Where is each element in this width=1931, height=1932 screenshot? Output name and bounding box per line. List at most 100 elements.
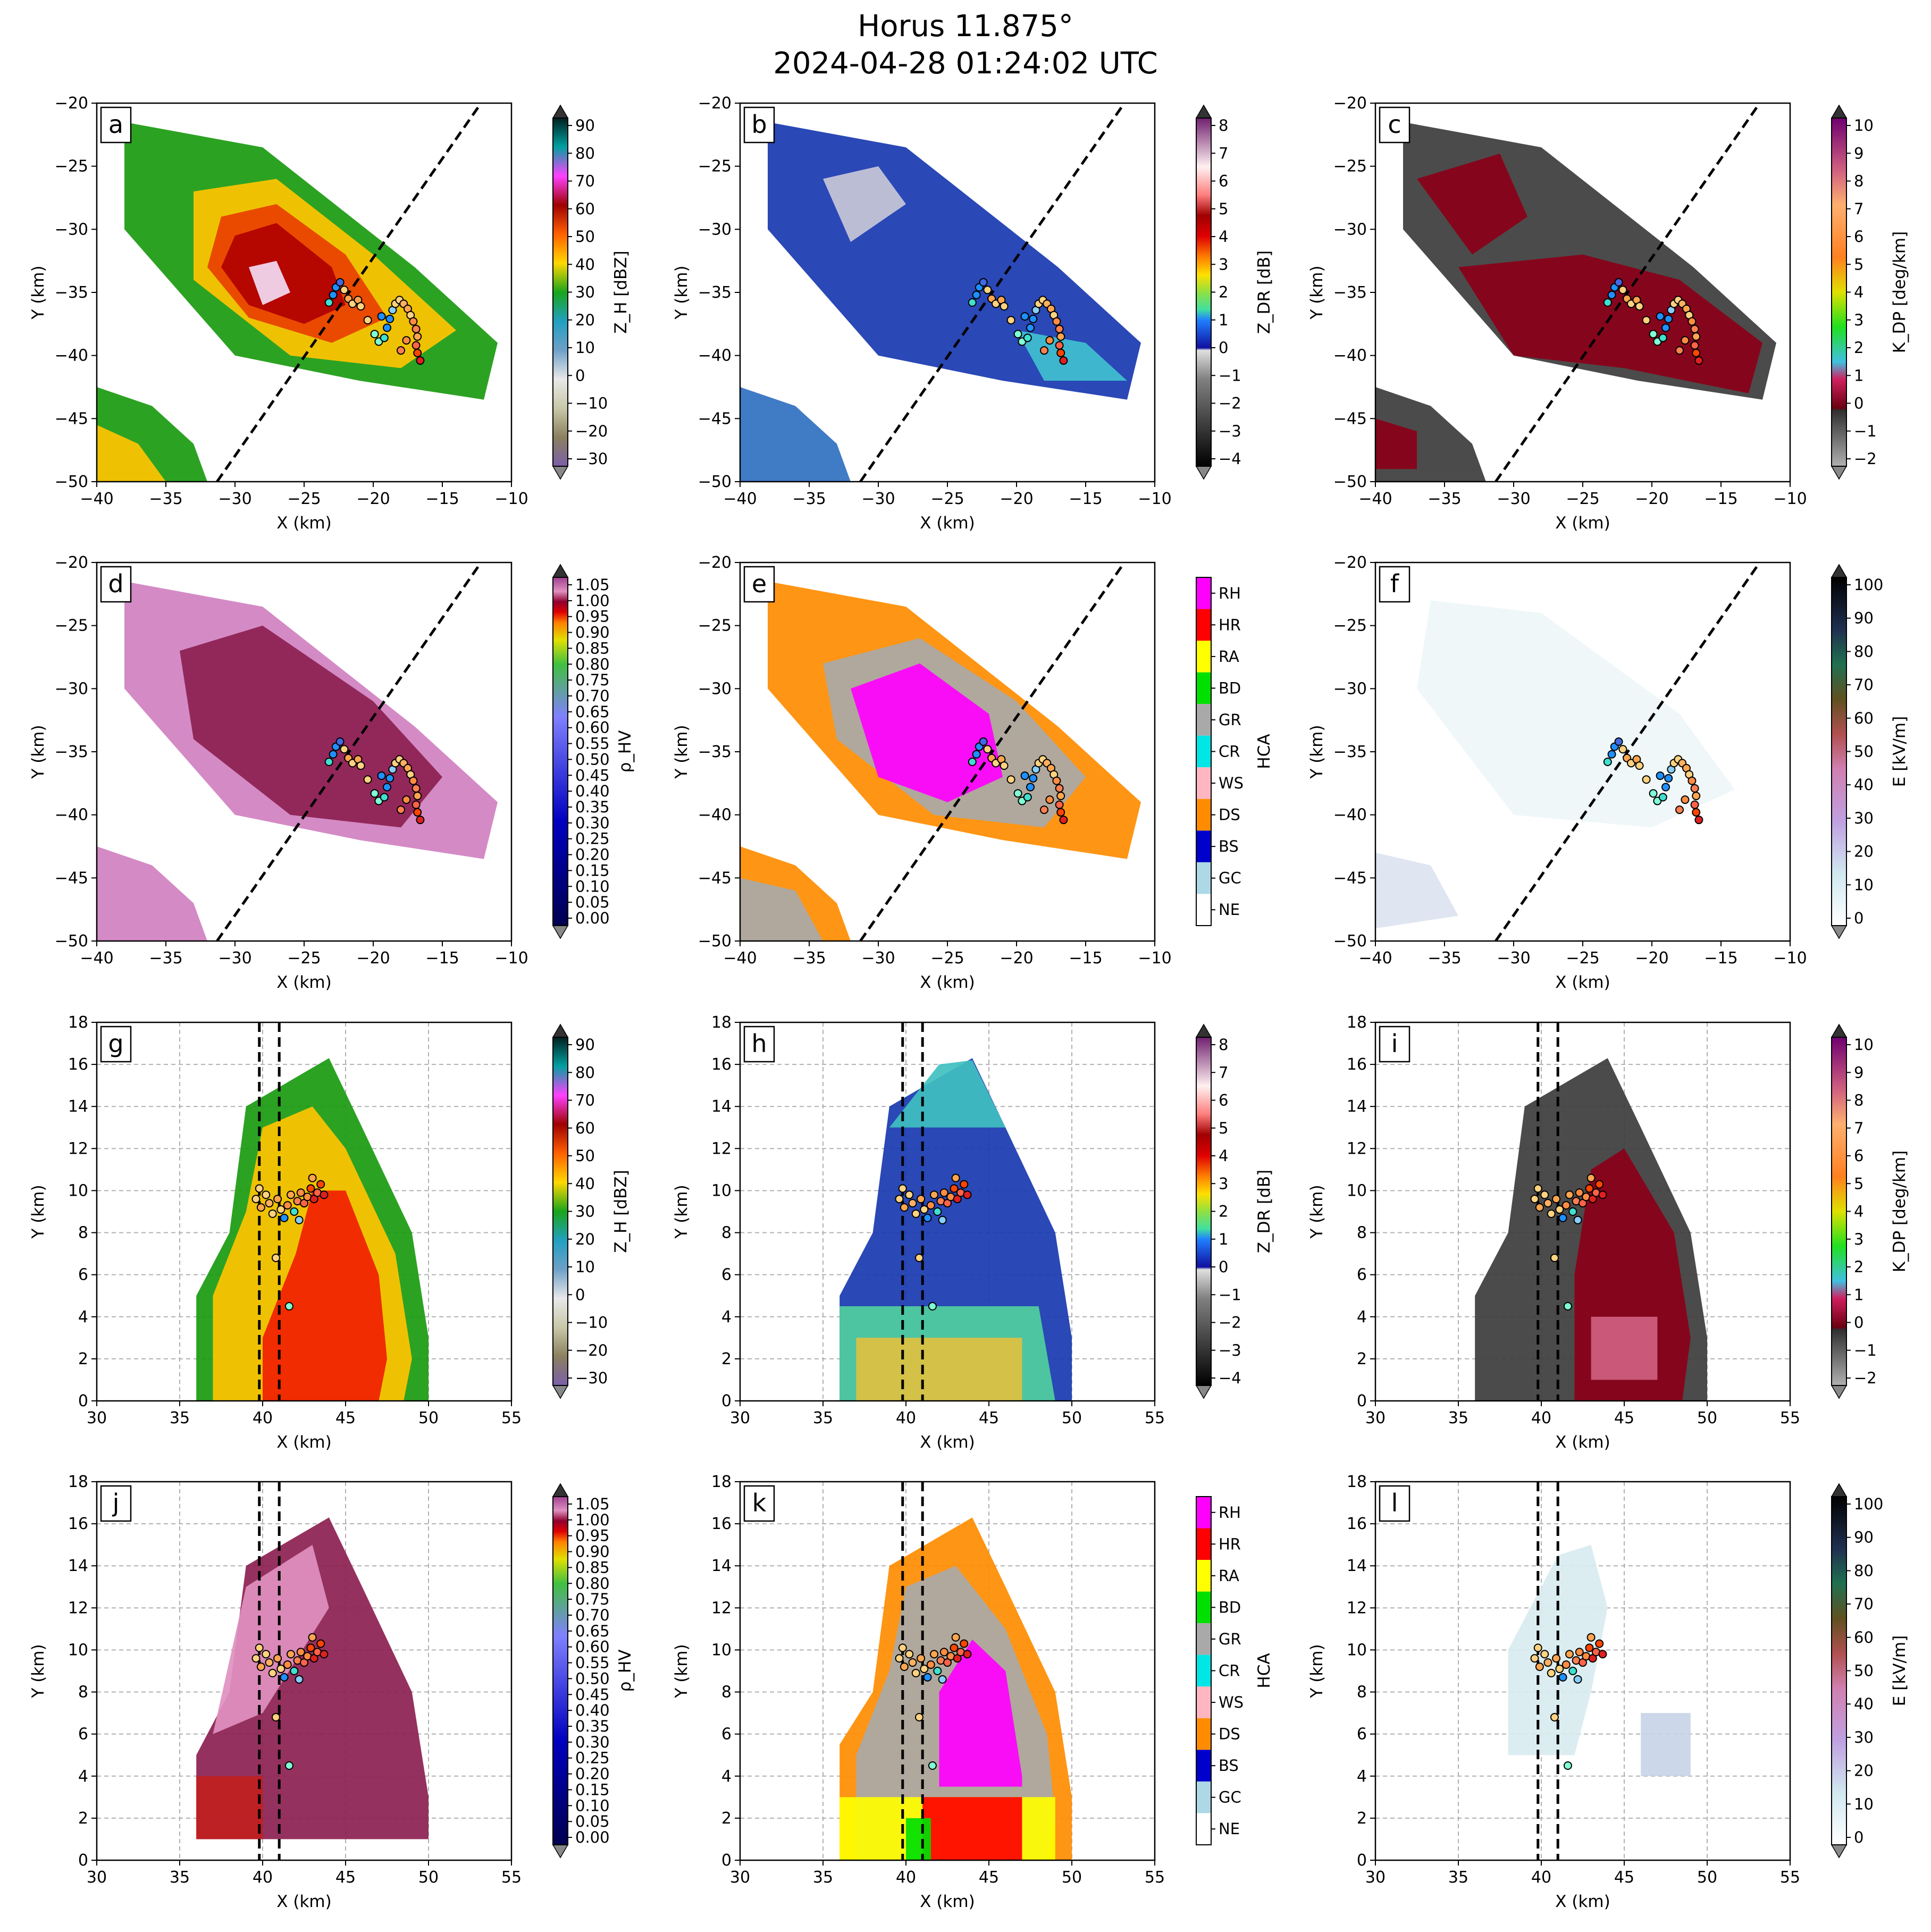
colorbar-label: Z_DR [dB] (1255, 250, 1274, 334)
y-axis-label: Y (km) (29, 1185, 48, 1239)
y-tick-label: 6 (1357, 1266, 1367, 1284)
axes-frame (739, 1021, 1156, 1402)
y-tick-label: −50 (1333, 932, 1367, 951)
colorbar-tick-label: 100 (1854, 576, 1883, 594)
y-tick-label: 18 (711, 1473, 732, 1491)
lightning-source (938, 1675, 947, 1684)
x-tick-label: −10 (1773, 490, 1807, 508)
colorbar-tick-label: 60 (1854, 709, 1874, 727)
y-tick-label: 16 (711, 1055, 732, 1074)
colorbar-tick-label: 40 (575, 255, 595, 273)
colorbar-tick-label: 1.00 (575, 592, 610, 610)
y-tick-label: 10 (1347, 1181, 1367, 1200)
lightning-source (1690, 341, 1699, 350)
colorbar-tick-label: 90 (1854, 1528, 1874, 1547)
field-region (922, 1797, 1022, 1860)
lightning-source (1045, 795, 1054, 804)
lightning-source (1656, 312, 1665, 321)
lightning-source (1635, 302, 1644, 311)
colorbar-tick-label: 0.65 (575, 1622, 610, 1640)
field-region (263, 1190, 387, 1401)
section-line (216, 102, 482, 483)
lightning-source (908, 1658, 917, 1667)
lightning-source (1535, 1662, 1544, 1671)
lightning-source (1603, 298, 1612, 307)
colorbar-tick-label: 40 (1854, 1695, 1874, 1713)
lightning-source (939, 1188, 948, 1197)
y-tick-label: −50 (55, 473, 88, 491)
y-tick-label: 18 (68, 1013, 88, 1032)
lightning-source (1000, 302, 1009, 311)
lightning-source (1692, 792, 1701, 801)
colorbar-class-swatch (1196, 1750, 1211, 1782)
panel-letter: e (752, 569, 767, 598)
colorbar-tick-label: 50 (1854, 1662, 1874, 1680)
field-region (249, 261, 290, 305)
colorbar-tick-label: 0.85 (575, 639, 610, 657)
y-tick-label: −20 (1333, 94, 1367, 113)
lightning-source (1586, 1633, 1596, 1642)
lightning-source (280, 1673, 289, 1682)
lightning-source (928, 1302, 937, 1311)
colorbar-tick-label: 2 (1854, 1258, 1863, 1276)
lightning-source (262, 1650, 271, 1659)
colorbar-tick-label: 2 (1219, 1203, 1228, 1221)
x-tick-label: −10 (494, 490, 528, 508)
colorbar-tick-label: DS (1219, 1725, 1240, 1743)
colorbar-tick-label: 90 (575, 1036, 595, 1054)
x-tick-label: −35 (149, 490, 182, 508)
colorbar-tick-label: 70 (1854, 1595, 1874, 1613)
lightning-source (928, 1761, 937, 1770)
x-tick-label: −10 (1138, 949, 1171, 968)
y-tick-label: 6 (721, 1725, 732, 1744)
y-tick-label: 0 (1357, 1392, 1367, 1410)
colorbar-tick-label: 0.15 (575, 861, 610, 879)
lightning-source (1618, 745, 1627, 754)
colorbar-tick-label: CR (1219, 1662, 1240, 1680)
y-axis-label: Y (km) (1307, 725, 1326, 779)
colorbar-tick-label: WS (1219, 1693, 1244, 1711)
colorbar-hca: RH HR RA BD GR CR WS DS BS GC NE HCA (1196, 1496, 1274, 1845)
lightning-source (1040, 805, 1048, 814)
colorbar-tick-label: 0.70 (575, 1606, 610, 1624)
panel-letter-box (100, 566, 132, 603)
lightning-source (1558, 1673, 1567, 1682)
y-tick-label: 6 (78, 1266, 88, 1284)
lightning-source (356, 302, 365, 311)
lightning-source (363, 775, 372, 784)
panel-letter: f (1390, 569, 1400, 598)
x-tick-label: −30 (218, 949, 251, 968)
y-tick-label: 14 (68, 1097, 88, 1116)
lightning-source (1023, 793, 1032, 802)
lightning-source (280, 1213, 289, 1222)
y-tick-label: −30 (698, 679, 732, 698)
colorbar-tick-label: 0.45 (575, 766, 610, 784)
x-tick-label: 55 (1145, 1868, 1165, 1887)
colorbar-tick-label: 80 (575, 1063, 595, 1081)
y-tick-label: −50 (698, 473, 732, 491)
panel-letter: k (752, 1489, 767, 1517)
x-tick-label: −40 (723, 490, 757, 508)
lightning-source (951, 1633, 960, 1642)
colorbar-tick-label: 8 (1854, 1091, 1863, 1110)
colorbar-tick-label: 80 (1854, 642, 1874, 660)
lightning-source (1690, 800, 1699, 809)
axes-frame (1374, 1481, 1791, 1861)
lightning-source (255, 1184, 264, 1193)
lightning-source (412, 324, 421, 333)
colorbar-gradient (1831, 1496, 1847, 1845)
lightning-source (296, 1188, 305, 1197)
colorbar-tick-label: 0.20 (575, 846, 610, 864)
lightning-source (1694, 356, 1703, 365)
y-tick-label: −30 (55, 679, 88, 698)
lightning-source (930, 1190, 939, 1199)
x-tick-label: 40 (253, 1868, 273, 1887)
colorbar-tick-label: 1.05 (575, 576, 610, 594)
lightning-source (1535, 1203, 1544, 1212)
colorbar-extend-top (1195, 104, 1212, 119)
colorbar-tick-label: 0.20 (575, 1765, 610, 1783)
lightning-source (251, 1654, 261, 1663)
field-region (851, 663, 1003, 802)
colorbar-label: Z_H [dBZ] (611, 250, 631, 333)
